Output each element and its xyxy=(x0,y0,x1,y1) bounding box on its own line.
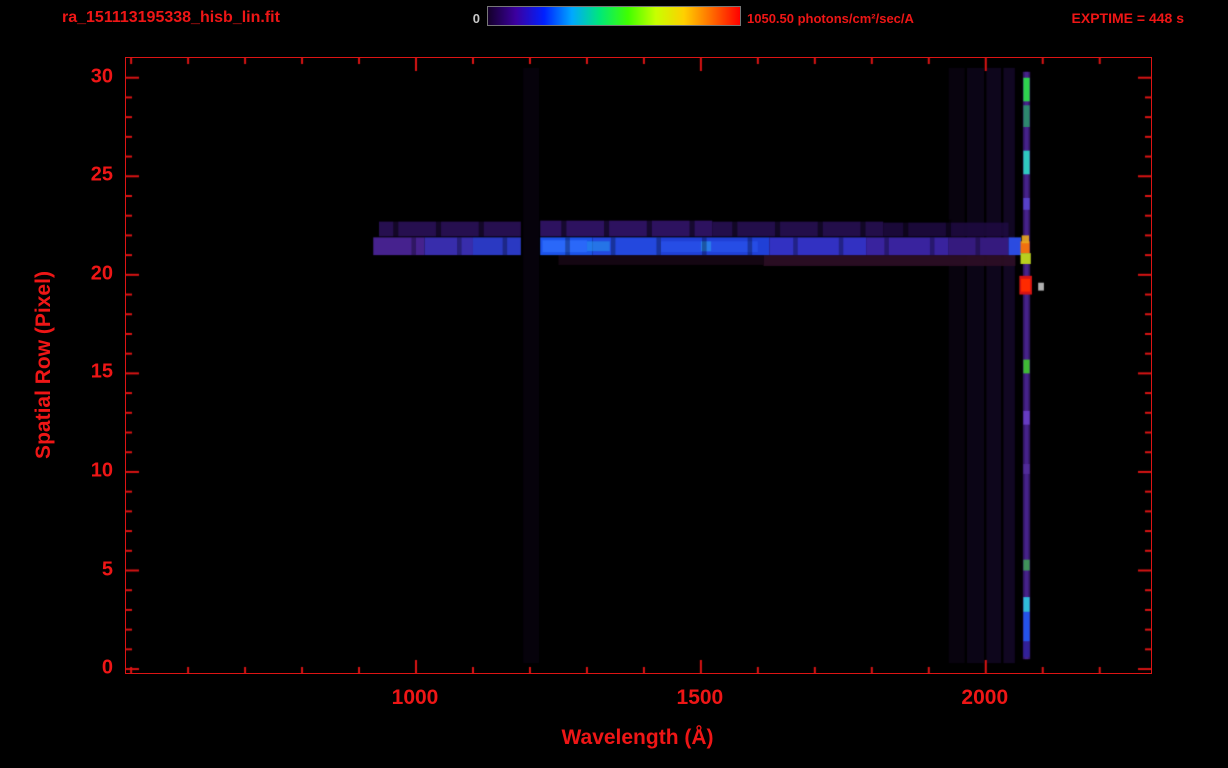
x-tick-label: 1500 xyxy=(676,686,724,709)
top-bar: ra_151113195338_hisb_lin.fit 0 1050.50 p… xyxy=(0,0,1228,34)
colorbar xyxy=(487,6,741,26)
y-tick-label: 20 xyxy=(90,262,113,285)
y-tick-label: 30 xyxy=(90,65,113,88)
y-tick-label: 25 xyxy=(90,163,113,186)
y-tick-label: 15 xyxy=(90,360,113,383)
y-axis-title: Spatial Row (Pixel) xyxy=(32,270,55,459)
x-tick-label: 2000 xyxy=(961,686,1009,709)
filename-title: ra_151113195338_hisb_lin.fit xyxy=(62,9,280,26)
x-tick-label: 1000 xyxy=(391,686,439,709)
colorbar-min-label: 0 xyxy=(472,11,480,26)
exptime-label: EXPTIME = 448 s xyxy=(1071,10,1184,26)
colorbar-max-label: 1050.50 photons/cm²/sec/A xyxy=(747,11,914,26)
y-tick-label: 5 xyxy=(101,558,113,580)
y-tick-label: 10 xyxy=(90,459,113,482)
y-tick-label: 0 xyxy=(101,656,113,679)
heatmap-canvas[interactable] xyxy=(125,57,1152,674)
plot-region: Wavelength (Å) Spatial Row (Pixel) 1000 1… xyxy=(32,57,1152,749)
x-axis-title: Wavelength (Å) xyxy=(561,726,714,749)
